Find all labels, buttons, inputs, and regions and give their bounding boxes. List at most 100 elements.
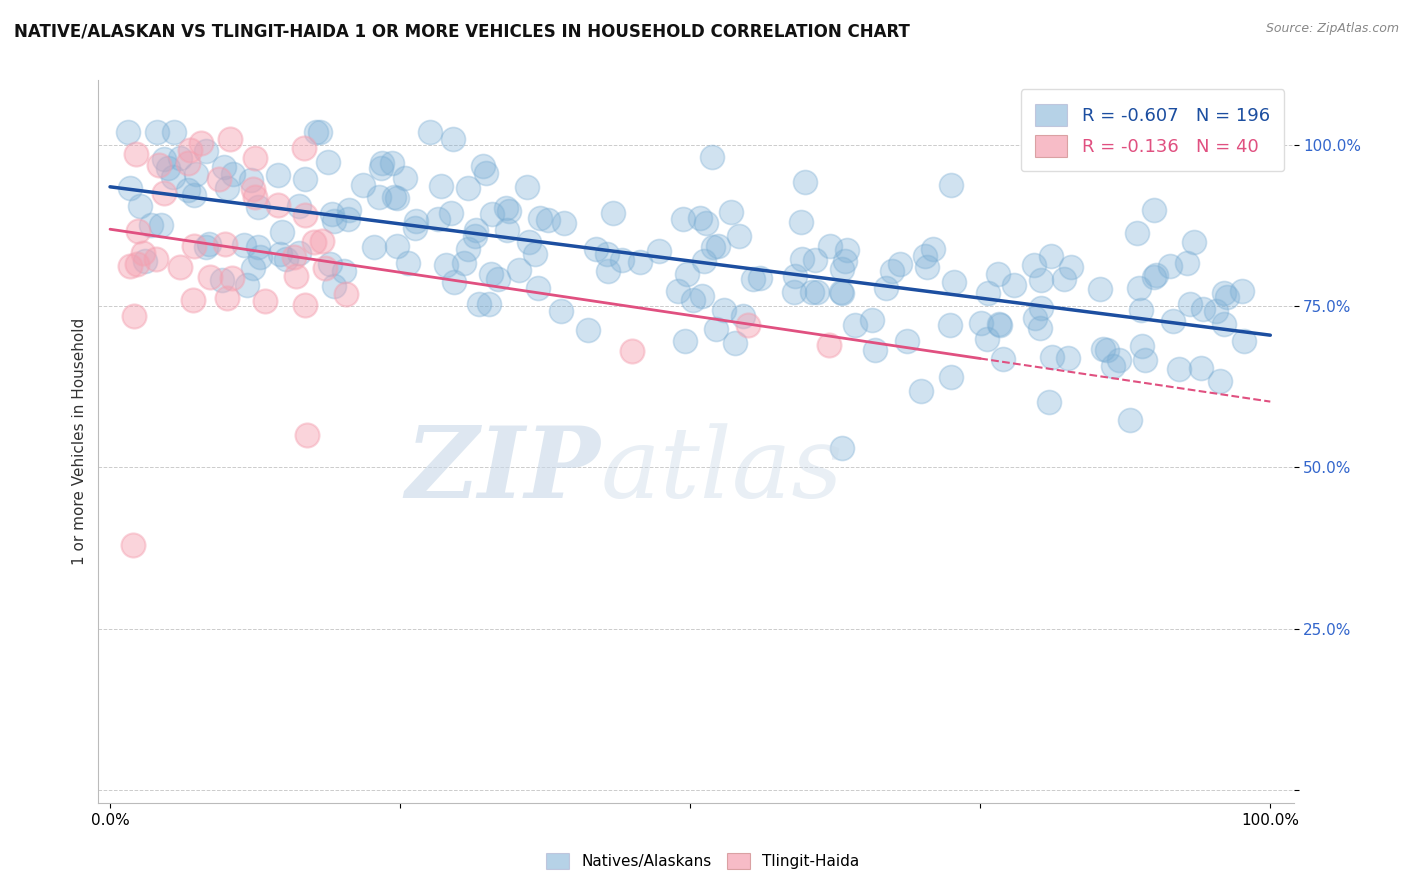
Point (457, 181, 479, 195)
Point (496, 223, 519, 237)
Point (169, 260, 191, 274)
Point (1108, 353, 1130, 368)
Legend: Natives/Alaskans, Tlingit-Haida: Natives/Alaskans, Tlingit-Haida (540, 847, 866, 875)
Point (1213, 317, 1236, 331)
Point (666, 285, 689, 299)
Point (1040, 350, 1063, 364)
Point (236, 278, 259, 293)
Point (790, 214, 813, 228)
Point (495, 202, 517, 216)
Point (1004, 277, 1026, 292)
Point (208, 172, 231, 186)
Point (284, 269, 307, 284)
Point (621, 344, 644, 359)
Point (120, 259, 142, 273)
Point (335, 286, 357, 301)
Point (602, 205, 624, 219)
Point (1189, 360, 1212, 375)
Point (419, 125, 441, 139)
Point (134, 254, 156, 268)
Point (1095, 343, 1118, 357)
Point (987, 268, 1010, 282)
Point (987, 318, 1010, 332)
Point (146, 125, 169, 139)
Point (139, 218, 162, 232)
Point (267, 168, 290, 182)
Point (302, 235, 325, 249)
Point (536, 213, 558, 227)
Point (720, 205, 742, 219)
Point (371, 155, 394, 169)
Point (516, 179, 538, 194)
Point (381, 156, 404, 170)
Point (896, 334, 918, 348)
Point (704, 321, 727, 335)
Point (195, 240, 218, 254)
Point (737, 318, 759, 333)
Point (294, 298, 316, 312)
Point (610, 252, 633, 267)
Point (211, 272, 233, 286)
Point (465, 223, 488, 237)
Point (267, 198, 290, 212)
Point (184, 167, 207, 181)
Point (475, 166, 498, 180)
Point (153, 186, 176, 200)
Point (1060, 260, 1083, 274)
Point (1144, 268, 1167, 282)
Point (481, 207, 503, 221)
Point (177, 156, 200, 170)
Point (724, 335, 747, 350)
Point (122, 538, 145, 552)
Point (921, 242, 943, 256)
Point (1213, 286, 1236, 301)
Point (127, 257, 149, 271)
Point (194, 145, 217, 159)
Point (707, 239, 730, 253)
Point (1039, 249, 1062, 263)
Point (1130, 339, 1153, 353)
Point (915, 260, 938, 275)
Point (169, 151, 191, 165)
Point (242, 260, 264, 275)
Point (190, 136, 212, 150)
Point (553, 216, 575, 230)
Point (692, 289, 714, 303)
Point (1205, 304, 1227, 318)
Point (215, 291, 238, 305)
Point (352, 178, 374, 193)
Point (243, 190, 266, 204)
Point (938, 318, 960, 332)
Point (457, 242, 479, 256)
Point (782, 285, 804, 299)
Point (440, 206, 463, 220)
Point (1208, 374, 1230, 388)
Point (1038, 395, 1060, 409)
Point (844, 318, 866, 333)
Point (294, 172, 316, 186)
Point (733, 309, 755, 323)
Point (443, 275, 465, 289)
Point (672, 211, 695, 226)
Point (1101, 359, 1123, 373)
Point (831, 441, 853, 455)
Point (976, 333, 998, 347)
Point (727, 229, 749, 244)
Point (748, 271, 770, 285)
Point (318, 155, 340, 169)
Point (1232, 284, 1254, 298)
Point (794, 175, 817, 189)
Point (288, 199, 311, 213)
Text: ZIP: ZIP (405, 422, 600, 518)
Point (118, 181, 141, 195)
Point (806, 285, 828, 299)
Point (479, 267, 502, 281)
Point (156, 161, 179, 175)
Point (288, 245, 311, 260)
Point (1029, 301, 1052, 316)
Point (1119, 412, 1142, 426)
Point (517, 235, 540, 249)
Point (529, 211, 551, 226)
Point (183, 239, 205, 253)
Point (149, 218, 172, 232)
